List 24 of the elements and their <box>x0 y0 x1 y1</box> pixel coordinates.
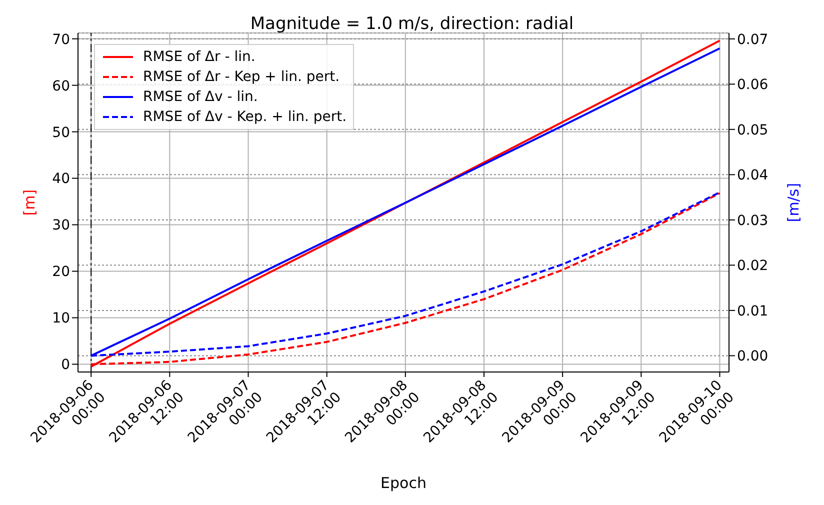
y-tick-label: 50 <box>52 124 70 141</box>
legend-label: RMSE of Δr - lin. <box>143 48 256 67</box>
legend-label: RMSE of Δr - Kep + lin. pert. <box>143 68 340 87</box>
y2-tick-label: 0.07 <box>737 32 768 48</box>
chart-title: Magnitude = 1.0 m/s, direction: radial <box>250 14 574 34</box>
y-tick-label: 10 <box>52 310 70 327</box>
y-tick-label: 60 <box>52 78 70 94</box>
x-axis-title: Epoch <box>380 474 426 492</box>
y-tick-label: 40 <box>52 171 70 188</box>
y2-tick-label: 0.00 <box>737 348 768 365</box>
y2-tick-label: 0.01 <box>737 303 768 320</box>
y2-tick-label: 0.04 <box>737 168 768 184</box>
legend-label: RMSE of Δv - lin. <box>143 88 258 107</box>
y-tick-label: 0 <box>61 357 70 374</box>
y2-tick-label: 0.02 <box>737 258 768 274</box>
y2-tick-label: 0.06 <box>737 77 768 94</box>
y2-tick-label: 0.03 <box>737 212 768 229</box>
y-tick-label: 30 <box>52 218 70 234</box>
y-tick-label: 70 <box>52 32 70 48</box>
y-axis-title: [m] <box>20 189 38 216</box>
y2-tick-label: 0.05 <box>737 122 768 138</box>
y2-axis-title: [m/s] <box>784 182 802 222</box>
legend-label: RMSE of Δv - Kep. + lin. pert. <box>143 108 347 127</box>
y-tick-label: 20 <box>52 264 70 280</box>
